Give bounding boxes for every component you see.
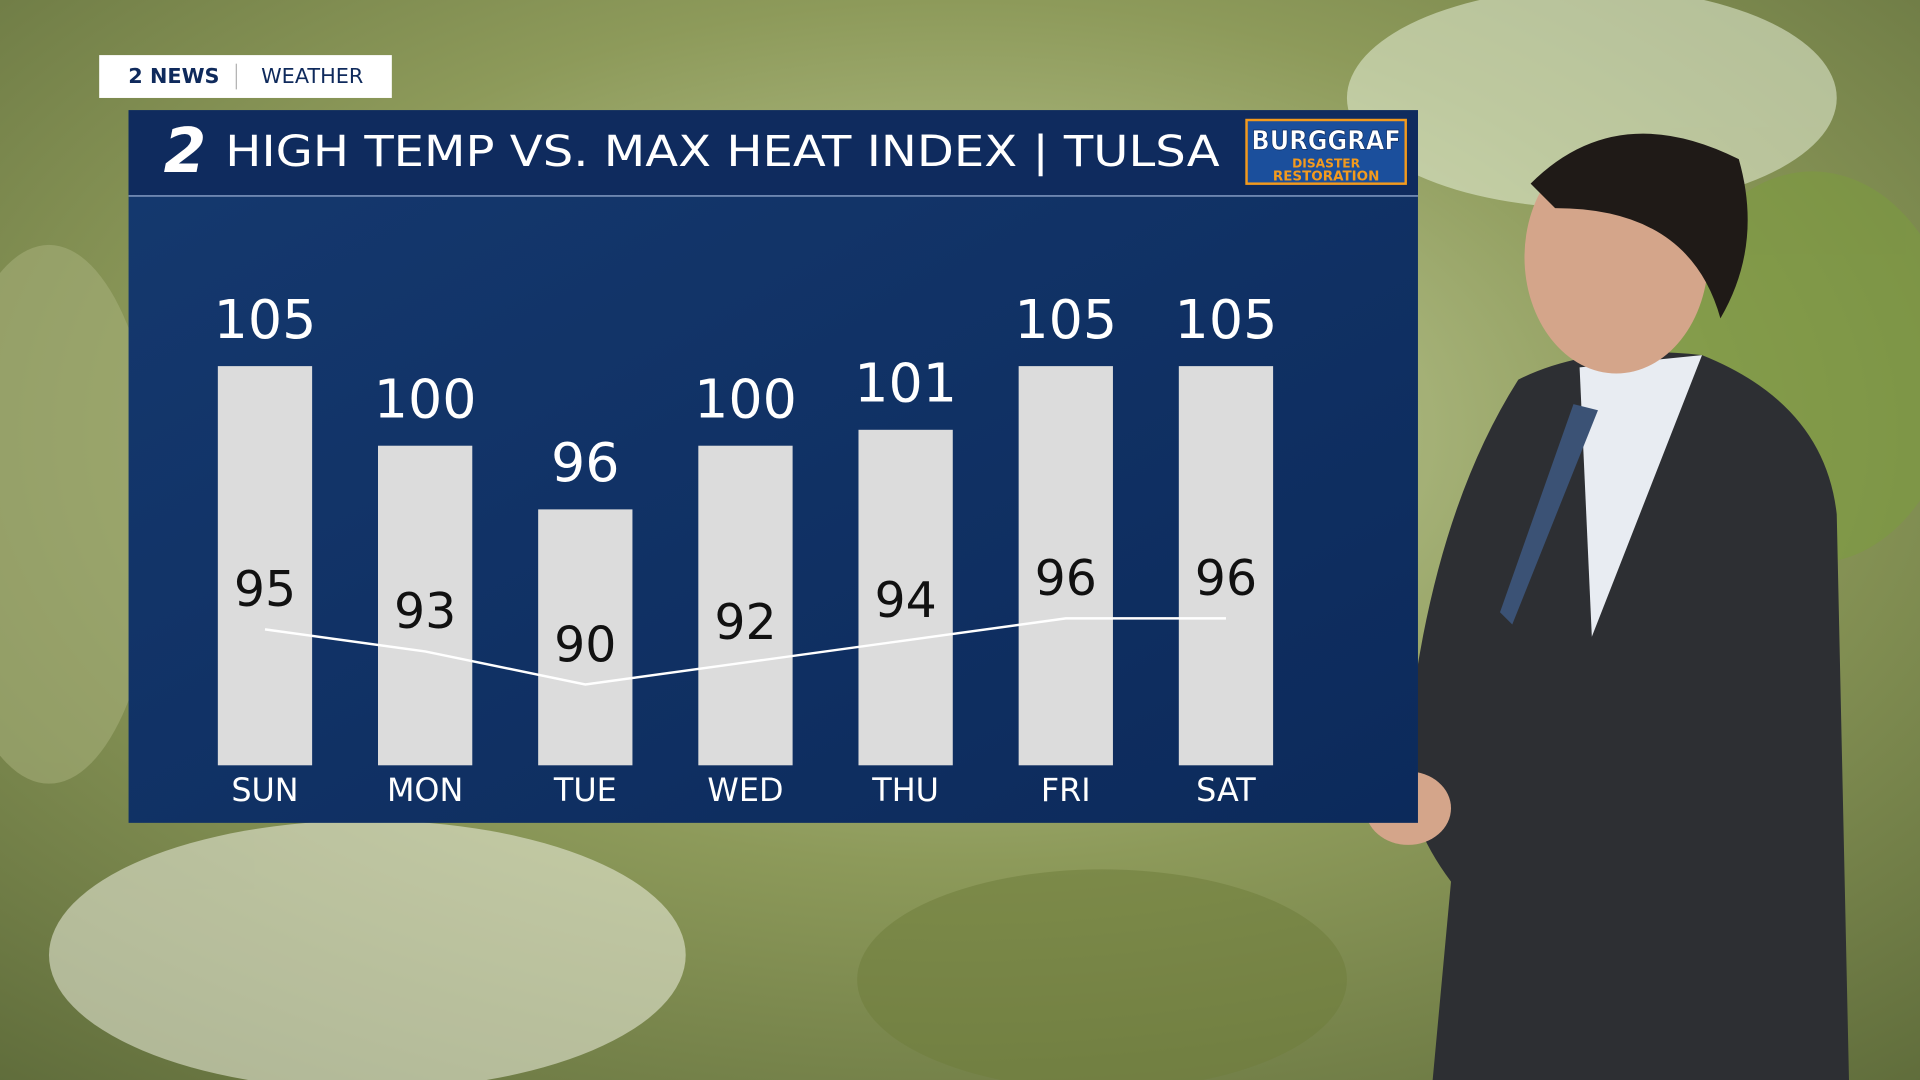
line-value-label: 93 (394, 583, 456, 640)
bar (1018, 366, 1113, 766)
line-value-label: 95 (234, 561, 296, 618)
presenter (1365, 133, 1849, 1080)
line-value-label: 94 (874, 572, 936, 629)
chart-title: HIGH TEMP VS. MAX HEAT INDEX | TULSA (225, 127, 1219, 177)
bar (858, 429, 953, 766)
plot: 105 100 96 100 101 105 105 95 93 90 92 94 96 96 SUN MON… (214, 288, 1278, 809)
bar-value-label: 96 (551, 431, 620, 494)
bar-value-label: 105 (1014, 288, 1117, 351)
x-tick-label: MON (387, 771, 463, 809)
sponsor-box (1245, 118, 1407, 185)
bar-value-label: 105 (214, 288, 317, 351)
x-tick-label: THU (871, 771, 939, 809)
bar (698, 445, 793, 766)
title-bar (128, 110, 1418, 196)
line (264, 617, 1226, 686)
x-tick-label: TUE (553, 771, 617, 809)
bar (378, 445, 473, 766)
x-tick-label: SUN (231, 771, 298, 809)
section: WEATHER (261, 64, 363, 88)
brand: 2 NEWS (128, 64, 219, 88)
bar-value-label: 101 (854, 352, 957, 415)
bar-value-label: 100 (694, 367, 797, 430)
bar (217, 366, 313, 766)
sponsor-line1: DISASTER (1292, 157, 1361, 171)
channel-logo: 2 (164, 116, 207, 187)
sponsor-line2: RESTORATION (1273, 169, 1379, 184)
bar-value-label: 105 (1175, 288, 1278, 351)
header-tag (99, 55, 392, 98)
sponsor-name: BURGGRAF (1251, 126, 1400, 157)
bar-value-label: 100 (374, 367, 477, 430)
line-value-label: 96 (1035, 550, 1097, 607)
sponsor-logo: BURGGRAF DISASTER RESTORATION (1245, 118, 1407, 185)
line-value-label: 92 (714, 594, 776, 651)
x-tick-label: SAT (1196, 771, 1256, 809)
x-tick-label: FRI (1041, 771, 1091, 809)
x-tick-label: WED (707, 771, 783, 809)
bar (538, 509, 633, 766)
line-value-label: 90 (554, 616, 616, 673)
bar (1178, 366, 1274, 766)
line-value-label: 96 (1195, 550, 1257, 607)
